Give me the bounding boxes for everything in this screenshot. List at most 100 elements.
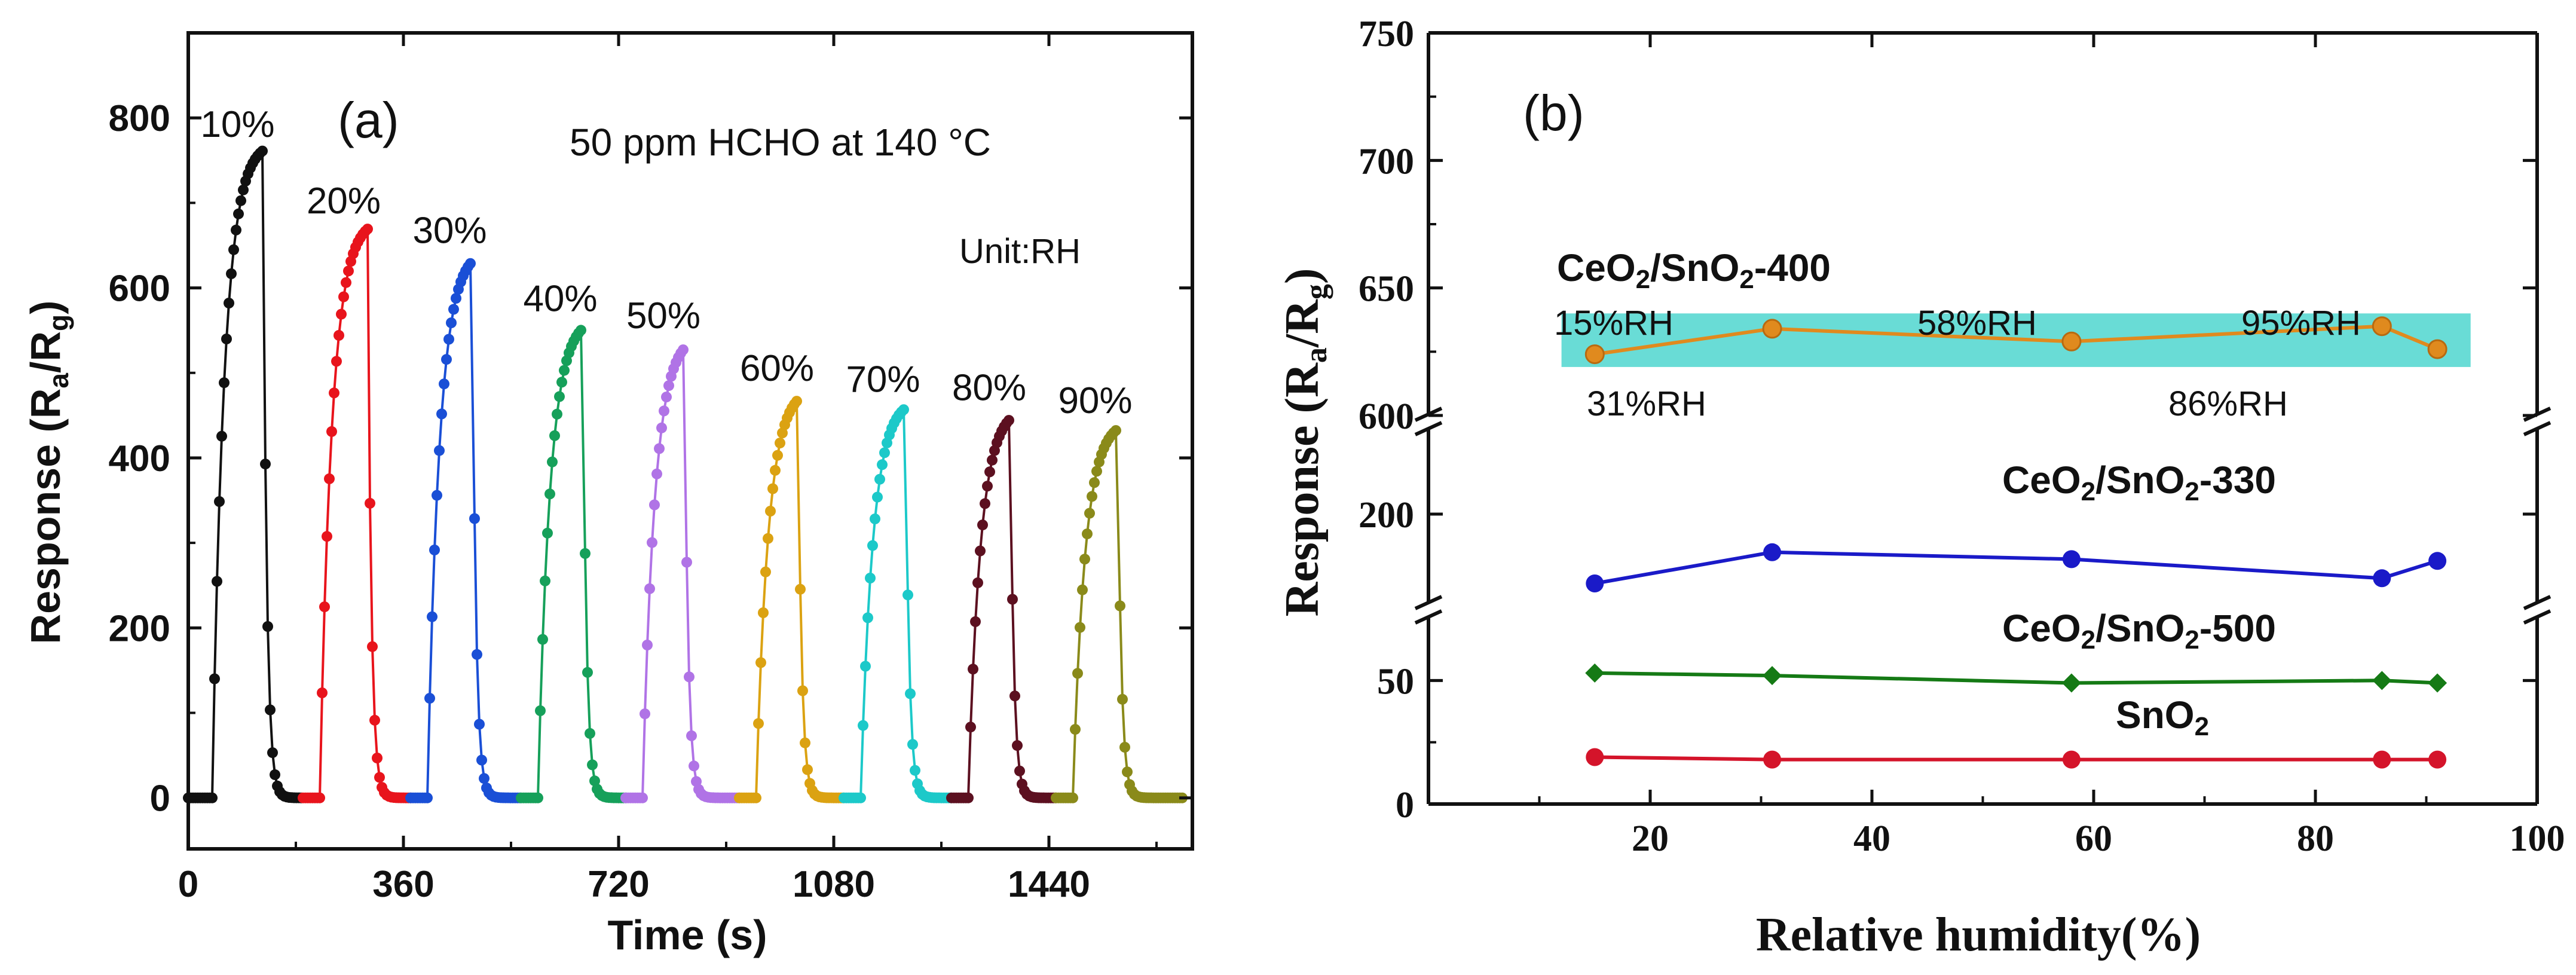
cycle-point-10%-20: [231, 224, 241, 236]
panel-b-ylabel-end: ): [1276, 268, 1329, 284]
legend-sno2-main: SnO: [2116, 693, 2195, 736]
cycle-point-20%-32: [374, 772, 385, 783]
cycle-point-30%-19: [451, 293, 461, 304]
panel-b-y-tick-label-200: 200: [1359, 495, 1414, 536]
legend-ceo2-sno2-400: CeO2/SnO2-400: [1557, 246, 1831, 294]
cycle-point-10%-11: [209, 673, 220, 684]
cycle-point-80%-8: [965, 722, 976, 733]
cycle-point-10%-13: [214, 496, 225, 507]
cycle-point-90%-10: [1075, 622, 1085, 633]
cycle-point-30%-7: [422, 792, 433, 803]
cycle-point-90%-9: [1072, 668, 1083, 679]
cycle-point-30%-14: [439, 378, 449, 390]
panel-b-y-tick-label-700: 700: [1359, 141, 1414, 182]
cycle-point-80%-7: [963, 792, 974, 803]
cycle-point-30%-28: [474, 719, 485, 730]
panel-b-series-layer: [1584, 316, 2447, 769]
series-2-point-1: [1763, 666, 1782, 686]
panel-b-y-tick-label-50: 50: [1377, 661, 1414, 702]
panel-b-ylabel-sub-a: a: [1299, 347, 1333, 363]
cycle-point-90%-25: [1110, 425, 1121, 436]
axis-break-mark-a-lower-0: [1414, 595, 1443, 610]
panel-a-axes-layer: 0 360 720 1080 1440 0 200 400 600 800: [109, 31, 1194, 905]
cycle-point-60%-9: [755, 657, 766, 668]
series-3-point-2: [2062, 750, 2081, 769]
series-1-point-2: [2062, 550, 2081, 569]
cycle-point-50%-14: [654, 443, 665, 454]
cycle-point-10%-17: [224, 298, 234, 308]
panel-b-y-tick-label-650: 650: [1359, 269, 1414, 310]
cycle-point-10%-14: [216, 430, 227, 442]
cycle-point-50%-7: [637, 792, 648, 803]
cycle-point-50%-24: [678, 344, 689, 356]
cycle-point-10%-19: [228, 244, 239, 255]
panel-a-x-axis-label: Time (s): [607, 912, 767, 958]
axis-break-mark-b-lower-1: [2523, 609, 2551, 625]
cycle-point-10%-21: [233, 208, 244, 219]
cycle-point-70%-9: [860, 661, 871, 672]
cycle-point-90%-15: [1087, 491, 1097, 502]
cycle-point-30%-9: [427, 611, 438, 622]
cycle-label-80%: 80%: [952, 368, 1026, 409]
panel-a-series-layer: 10% 20% 30% 40% 50% 60% 70% 80% 90%: [183, 104, 1188, 803]
series-1-point-0: [1586, 574, 1604, 592]
cycle-point-70%-7: [855, 792, 866, 803]
series-1-point-3: [2373, 569, 2391, 588]
panel-b-y-tick-label-600: 600: [1359, 396, 1414, 437]
panel-b-x-tick-label-20: 20: [1632, 818, 1669, 859]
panel-b-ylabel-sub-g: g: [1299, 284, 1333, 299]
cycle-point-10%-16: [221, 334, 232, 344]
panel-a-y-tick-label-800: 800: [109, 98, 170, 139]
cycle-point-70%-27: [905, 688, 916, 699]
panel-b-x-tick-label-80: 80: [2297, 818, 2334, 859]
panel-b-x-tick-label-40: 40: [1853, 818, 1890, 859]
legend-500-sub2: 2: [2185, 625, 2199, 655]
legend-ceo2-sno2-330: CeO2/SnO2-330: [2002, 459, 2276, 506]
cycle-point-40%-9: [537, 634, 548, 645]
annotation-95-rh: 95%RH: [2241, 304, 2361, 343]
panel-a-unit-note: Unit:RH: [959, 232, 1081, 271]
cycle-point-30%-12: [434, 445, 445, 456]
panel-a-ylabel-end: ): [22, 301, 69, 314]
cycle-point-70%-15: [874, 473, 885, 485]
cycle-point-60%-17: [775, 438, 785, 449]
panel-a-x-tick-label-1440: 1440: [1008, 864, 1090, 905]
cycle-point-80%-26: [1009, 690, 1020, 702]
cycle-point-20%-27: [362, 224, 373, 235]
cycle-point-30%-16: [443, 334, 454, 345]
panel-b-label: (b): [1523, 85, 1584, 141]
cycle-point-60%-25: [795, 583, 806, 595]
cycle-point-10%-34: [265, 704, 276, 716]
cycle-point-50%-28: [689, 760, 699, 772]
series-1-point-4: [2428, 552, 2447, 570]
annotation-58-rh: 58%RH: [1917, 304, 2037, 343]
cycle-point-10%-33: [262, 621, 273, 632]
cycle-point-50%-27: [686, 730, 697, 741]
cycle-point-90%-12: [1079, 554, 1090, 565]
cycle-point-10%-31: [257, 145, 268, 157]
cycle-point-30%-29: [476, 754, 487, 766]
cycle-point-40%-17: [556, 377, 567, 388]
cycle-point-40%-26: [580, 548, 591, 559]
cycle-point-30%-13: [436, 408, 447, 420]
panel-a-y-tick-label-600: 600: [109, 268, 170, 310]
panel-a-ylabel-mid: /R: [22, 331, 69, 373]
cycle-point-10%-35: [267, 747, 278, 759]
cycle-point-30%-18: [448, 304, 459, 315]
panel-a-ylabel-main: Response (R: [22, 389, 69, 644]
legend-ceo2-sno2-500: CeO2/SnO2-500: [2002, 607, 2276, 655]
cycle-point-80%-25: [1007, 594, 1018, 605]
cycle-point-80%-24: [1004, 415, 1014, 426]
panel-a-y-axis-label: Response (Ra/Rg): [22, 301, 74, 644]
series-3-point-4: [2428, 750, 2447, 769]
cycle-point-90%-28: [1119, 742, 1130, 753]
cycle-point-50%-8: [640, 708, 650, 720]
legend-500-mid: /SnO: [2095, 607, 2185, 650]
cycle-point-20%-19: [343, 265, 354, 277]
cycle-point-20%-16: [336, 308, 347, 320]
legend-330-mid: /SnO: [2095, 459, 2185, 502]
panel-a-x-tick-label-0: 0: [178, 864, 198, 905]
panel-b-axes-layer: 20 40 60 80 100 0 50 200 600 650 700 750: [1359, 14, 2565, 859]
